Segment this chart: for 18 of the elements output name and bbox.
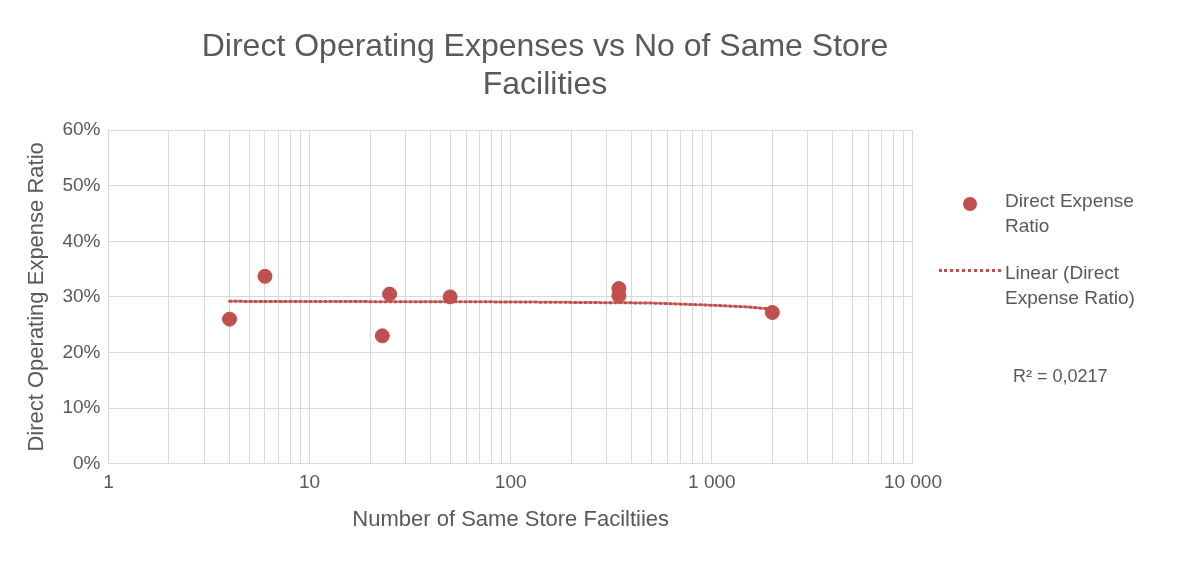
y-tick-label: 50% bbox=[62, 173, 101, 195]
legend-label: Linear (Direct Expense Ratio) bbox=[1005, 261, 1136, 310]
y-tick-label: 30% bbox=[62, 285, 101, 307]
y-tick-label: 60% bbox=[62, 118, 101, 140]
y-tick-label: 40% bbox=[62, 229, 101, 251]
y-tick-label: 10% bbox=[62, 396, 101, 418]
x-tick-label: 10 bbox=[298, 471, 321, 493]
x-tick-label: 1 bbox=[103, 471, 114, 493]
y-tick-label: 0% bbox=[72, 452, 101, 474]
y-axis-title: Direct Operating Expense Ratio bbox=[23, 142, 49, 452]
x-tick-label: 1 000 bbox=[688, 471, 736, 493]
chart-title: Direct Operating Expenses vs No of Same Store Facilities bbox=[200, 26, 890, 102]
text: R² = 0,0217 bbox=[1013, 366, 1108, 387]
legend-label: Direct Expense Ratio bbox=[1005, 189, 1135, 238]
y-tick-label: 20% bbox=[62, 340, 101, 362]
x-tick-label: 100 bbox=[494, 471, 527, 493]
x-tick-label: 10 000 bbox=[883, 471, 943, 493]
x-axis-title: Number of Same Store Faciltiies bbox=[352, 505, 670, 531]
